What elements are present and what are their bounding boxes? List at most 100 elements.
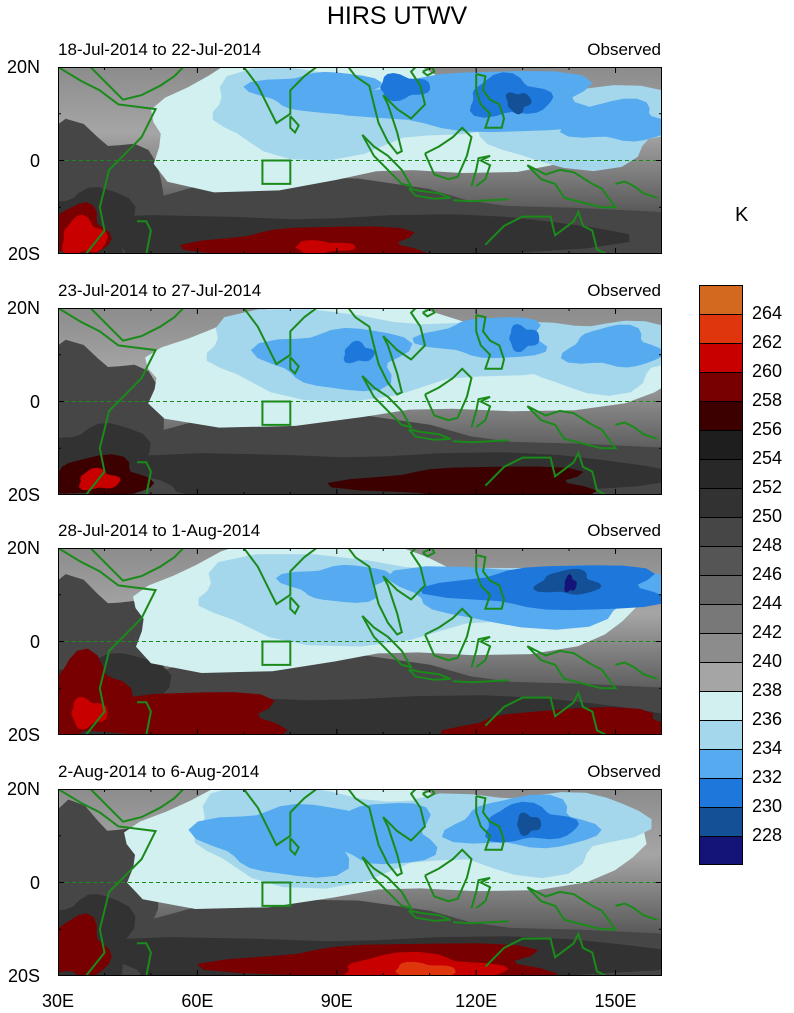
warm-contour: [440, 707, 662, 735]
coastline: [452, 198, 509, 203]
coastline: [484, 931, 607, 976]
cold-contour: [314, 71, 607, 133]
coastline: [347, 308, 427, 396]
coastline: [58, 548, 158, 735]
cold-contour: [188, 803, 373, 878]
colorbar-tick-label: 250: [752, 506, 783, 526]
coastline: [475, 795, 506, 851]
coastline: [484, 690, 607, 735]
colorbar-tick-label: 238: [752, 680, 783, 700]
coastline: [242, 789, 319, 847]
coastline: [289, 837, 300, 857]
colorbar-tick-label: 244: [752, 593, 783, 613]
colorbar-tick-label: 232: [752, 767, 783, 787]
coastline: [242, 308, 319, 366]
panel-observed-label: Observed: [587, 521, 661, 540]
colorbar-swatch: [699, 285, 743, 314]
y-tick-label: 20S: [7, 244, 40, 264]
contour-map: [58, 308, 662, 495]
colorbar-unit: K: [735, 204, 749, 226]
coastline: [475, 314, 506, 370]
warm-contour: [62, 214, 108, 254]
colorbar-swatch: [699, 372, 743, 401]
colorbar-swatch: [699, 343, 743, 372]
warm-contour: [343, 951, 509, 976]
coastline: [408, 428, 451, 441]
y-tick-label: 20S: [7, 966, 40, 986]
coastline: [470, 635, 492, 668]
coastline: [408, 909, 451, 922]
coastline: [242, 548, 319, 606]
coastline: [452, 920, 509, 925]
coastline: [526, 886, 618, 931]
warm-contour: [395, 961, 456, 976]
colorbar-tick-label: 236: [752, 709, 783, 729]
map-panel-3: [58, 548, 662, 735]
colorbar-swatch: [699, 517, 743, 546]
panel-observed-label: Observed: [587, 40, 661, 59]
panel-period-label: 18-Jul-2014 to 22-Jul-2014: [58, 40, 262, 59]
coastline: [289, 356, 300, 376]
coastline: [475, 73, 506, 129]
colorbar-tick-label: 258: [752, 390, 783, 410]
colorbar-swatch: [699, 314, 743, 343]
colorbar-tick-label: 254: [752, 448, 783, 468]
coastline: [361, 856, 414, 910]
y-tick-label: 20S: [7, 725, 40, 745]
region-box: [261, 159, 292, 185]
y-tick-label: 0: [29, 631, 40, 652]
coastline: [242, 67, 319, 125]
coastline: [289, 596, 300, 616]
coastline: [470, 154, 492, 187]
coastline: [137, 942, 152, 976]
x-tick-label: 60E: [181, 991, 214, 1011]
colorbar-swatch: [699, 691, 743, 720]
contour-map: [58, 789, 662, 976]
colorbar-frame: [699, 285, 743, 865]
coastline: [422, 789, 436, 799]
coastline: [361, 134, 414, 188]
coastline: [347, 67, 427, 155]
panel-observed-label: Observed: [587, 762, 661, 781]
cold-contour: [275, 564, 392, 603]
y-tick-label: 0: [29, 872, 40, 893]
colorbar-tick-label: 228: [752, 825, 783, 845]
coastline: [361, 615, 414, 669]
colorbar-swatch: [699, 459, 743, 488]
cold-contour: [509, 324, 540, 353]
y-tick-label: 20N: [6, 779, 40, 799]
coastline: [452, 439, 509, 444]
coastline: [475, 554, 506, 610]
y-tick-label: 0: [29, 391, 40, 412]
coastline: [424, 126, 473, 181]
colorbar-tick-label: 264: [752, 303, 783, 323]
coastline: [58, 789, 158, 976]
warm-contour: [179, 226, 428, 254]
panel-observed-label: Observed: [587, 281, 661, 300]
colorbar-swatch: [699, 807, 743, 836]
coastline: [58, 308, 158, 495]
map-panel-2: [58, 308, 662, 495]
region-box: [261, 400, 292, 426]
colorbar-swatch: [699, 836, 743, 865]
coastline: [58, 67, 158, 254]
coastline: [615, 902, 658, 921]
cold-contour: [343, 340, 375, 364]
x-tick-label: 90E: [320, 991, 353, 1011]
contour-map: [58, 67, 662, 254]
colorbar-swatch: [699, 749, 743, 778]
coastline: [289, 115, 300, 135]
coastline: [422, 67, 436, 77]
coastline: [615, 421, 658, 440]
coastline: [484, 450, 607, 495]
colorbar-tick-label: 246: [752, 564, 783, 584]
figure-title: HIRS UTWV: [326, 2, 468, 30]
cold-contour: [564, 574, 577, 593]
coastline: [137, 461, 152, 495]
cold-contour: [560, 98, 662, 142]
colorbar-swatch: [699, 720, 743, 749]
region-box: [261, 640, 292, 666]
coastline: [408, 668, 451, 681]
colorbar-swatch: [699, 430, 743, 459]
colorbar-tick-label: 230: [752, 796, 783, 816]
